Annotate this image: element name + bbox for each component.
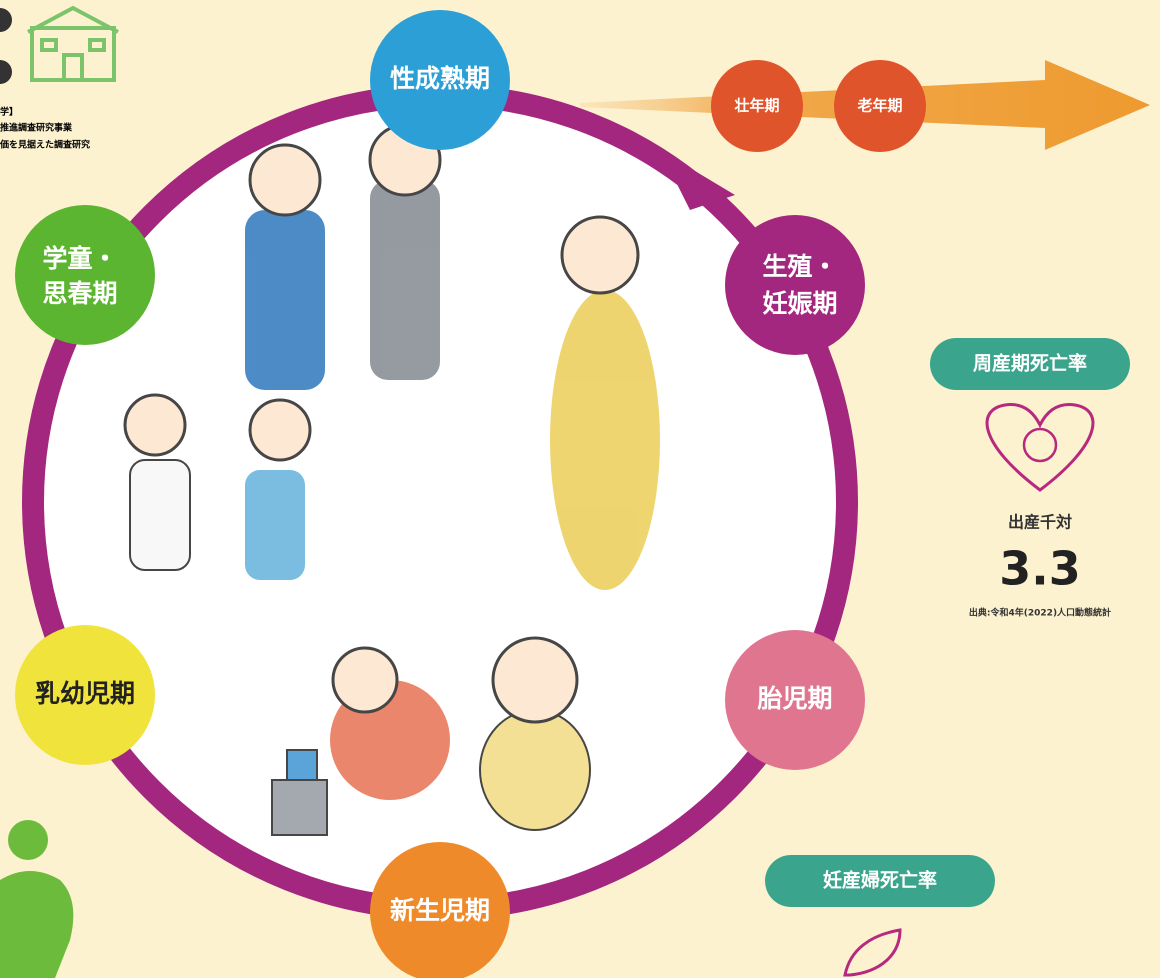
stat-title: 周産期死亡率	[973, 352, 1087, 375]
stage-label: 学童・	[42, 244, 117, 273]
stat-source: 出典:令和4年(2022)人口動態統計	[969, 607, 1111, 619]
stat-unit: 出産千対	[1008, 513, 1072, 532]
stage-label: 性成熟期	[390, 64, 490, 93]
header-line: 学】	[0, 106, 18, 118]
stage-circle	[725, 215, 865, 355]
stage-label: 妊娠期	[762, 289, 837, 318]
infographic: 学】 推進調査研究事業 価を見据えた調査研究 性成熟期 学童・ 思春期 生殖・	[0, 0, 1160, 978]
stage-label: 生殖・	[762, 252, 837, 281]
stat-title: 妊産婦死亡率	[823, 869, 937, 892]
header-line: 推進調査研究事業	[0, 122, 73, 134]
stage-circle	[15, 205, 155, 345]
later-stage-label: 老年期	[856, 97, 902, 115]
stage-label: 新生児期	[390, 896, 490, 925]
person-icon-head	[8, 820, 48, 860]
header-line: 価を見据えた調査研究	[0, 139, 90, 151]
stage-label: 乳幼児期	[35, 679, 135, 708]
stat-value: 3.3	[999, 542, 1081, 596]
stage-label: 思春期	[42, 279, 117, 308]
stage-label: 胎児期	[757, 684, 832, 713]
later-stage-label: 壮年期	[734, 97, 779, 115]
